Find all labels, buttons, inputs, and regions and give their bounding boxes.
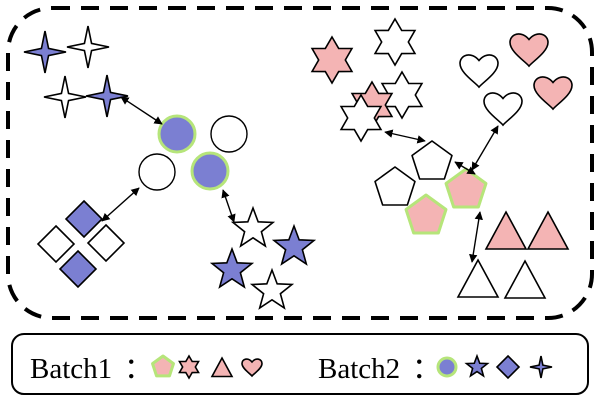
star-icon	[230, 205, 276, 248]
triangle-icon	[456, 258, 500, 298]
double-arrow	[120, 96, 163, 125]
legend-batch2-separator: ：	[412, 353, 441, 385]
double-arrow	[101, 187, 140, 222]
legend-batch1-icons	[151, 354, 263, 380]
double-arrow	[469, 211, 483, 263]
heart-icon	[509, 33, 549, 68]
double-arrow	[454, 161, 476, 175]
circle-icon	[436, 356, 458, 378]
heart-icon	[241, 358, 263, 378]
double-arrow	[471, 125, 499, 171]
cluster-diamond	[36, 199, 126, 289]
cluster-four-point-star	[23, 25, 129, 119]
triangle-icon	[484, 210, 528, 250]
pentagon-icon	[411, 140, 453, 180]
legend-icons	[151, 353, 553, 380]
legend-box	[11, 333, 589, 395]
circle-icon	[138, 153, 176, 191]
triangle-icon	[526, 210, 570, 250]
diamond-icon	[36, 224, 76, 264]
triangle-icon	[210, 356, 234, 378]
legend-batch1-label: Batch1	[30, 353, 112, 385]
hexagram-icon	[380, 70, 424, 120]
diamond-icon	[495, 354, 521, 380]
four-point-star-icon	[85, 74, 129, 118]
hexagram-icon	[178, 354, 200, 380]
star-icon	[249, 267, 295, 310]
four-point-star-icon	[43, 75, 87, 119]
cluster-heart	[459, 33, 573, 127]
double-arrow	[221, 189, 236, 223]
shapes-layer	[23, 17, 573, 310]
heart-icon	[533, 76, 573, 111]
circle-icon	[157, 114, 197, 154]
circle-icon	[190, 151, 230, 191]
four-point-star-icon	[23, 30, 67, 74]
legend-batch2-label: Batch2	[318, 353, 400, 385]
pentagon-icon	[374, 166, 416, 206]
diamond-icon	[58, 249, 98, 289]
diamond-icon	[86, 223, 126, 263]
star-icon	[271, 223, 317, 266]
cluster-triangle	[456, 210, 570, 299]
arrows-layer	[101, 96, 499, 263]
double-arrow	[384, 129, 426, 144]
hexagram-icon	[310, 35, 354, 85]
legend-batch1-separator: ：	[124, 353, 153, 385]
diamond-icon	[64, 199, 104, 239]
cluster-pentagon	[374, 140, 488, 235]
four-point-star-icon	[529, 355, 553, 379]
triangle-icon	[503, 259, 547, 299]
legend-batch2-icons	[436, 353, 553, 380]
pentagon-icon	[444, 167, 488, 209]
pentagon-icon	[404, 193, 448, 235]
pentagon-icon	[151, 354, 175, 378]
hexagram-icon	[339, 93, 383, 143]
hexagram-icon	[373, 17, 417, 67]
cluster-star	[209, 205, 317, 310]
cluster-hexagram	[310, 17, 424, 143]
heart-icon	[483, 92, 523, 127]
cluster-circle	[138, 114, 248, 191]
heart-icon	[459, 54, 499, 89]
main-frame	[6, 6, 594, 320]
four-point-star-icon	[66, 25, 110, 69]
star-icon	[464, 353, 490, 378]
circle-icon	[210, 115, 248, 153]
star-icon	[209, 246, 255, 289]
